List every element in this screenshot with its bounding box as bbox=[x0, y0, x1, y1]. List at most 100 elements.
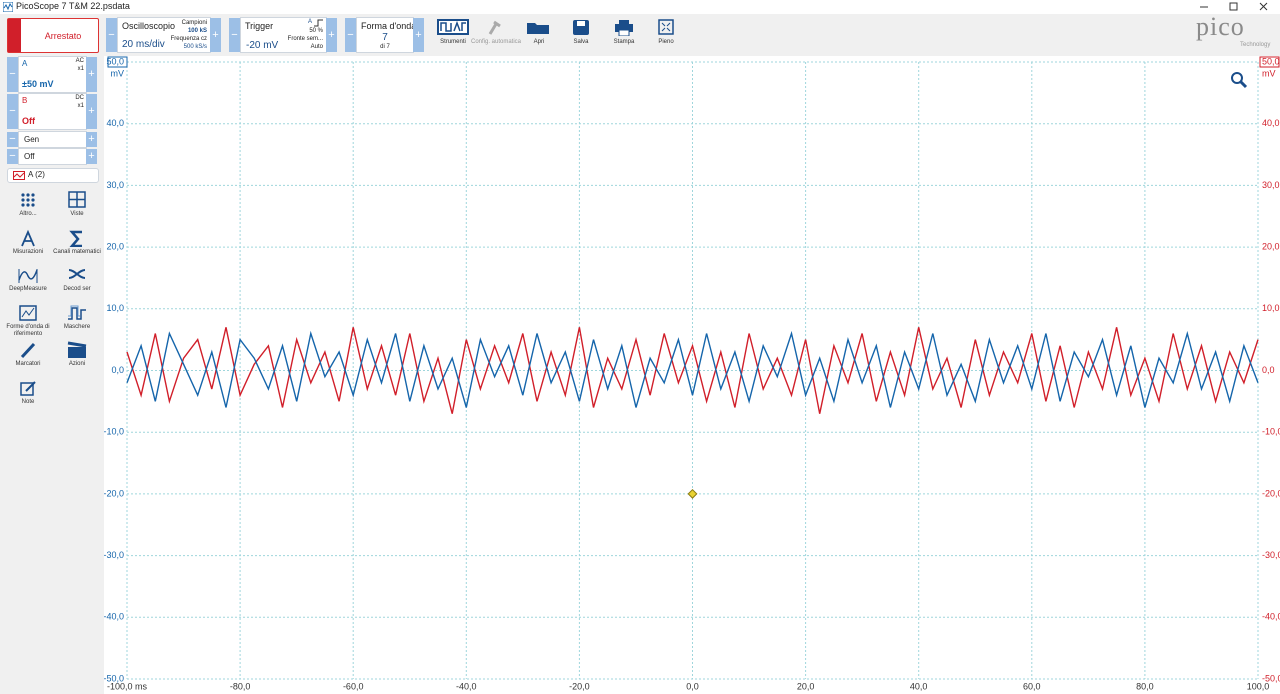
y-unit: mV bbox=[111, 68, 125, 78]
view-tab-label: A (2) bbox=[28, 170, 45, 179]
y-tick-label: -20,0 bbox=[104, 488, 124, 498]
plus-button[interactable]: + bbox=[86, 57, 97, 92]
y-tick-label: 40,0 bbox=[106, 118, 124, 128]
tool-icon bbox=[527, 23, 549, 34]
tool-icon bbox=[488, 20, 501, 35]
channel-coupling: DC bbox=[75, 95, 84, 101]
tool-icon bbox=[21, 193, 35, 207]
x-tick-label: 40,0 bbox=[910, 681, 928, 691]
tool-button[interactable]: Canali matematici bbox=[53, 248, 101, 255]
minus-button[interactable]: − bbox=[229, 18, 240, 52]
tool-button[interactable]: Note bbox=[21, 398, 35, 405]
trigger-type[interactable]: Fronte sem... bbox=[287, 36, 323, 42]
tool-button[interactable]: Stampa bbox=[613, 39, 635, 45]
sidebar: − A AC x1 ±50 mV + − B DC x1 Off + − Gen… bbox=[0, 56, 104, 694]
trigger-position[interactable]: 50 % bbox=[309, 28, 323, 34]
channel-probe: x1 bbox=[77, 66, 84, 72]
minus-button[interactable]: − bbox=[7, 149, 18, 164]
trigger-mode[interactable]: Auto bbox=[310, 44, 323, 50]
y-tick-label: 20,0 bbox=[106, 241, 124, 251]
oscilloscope-view[interactable]: -100,0 ms -80,0 -60,0 -40,0 -20,0 0,0 20,0 40,0… bbox=[104, 56, 1280, 694]
waveform-total: di 7 bbox=[380, 44, 390, 50]
y2-tick-label: -50,0 bbox=[1262, 673, 1280, 683]
tool-button[interactable]: Apri bbox=[533, 39, 545, 45]
generator-state-label: Off bbox=[24, 152, 35, 161]
y2-tick-label: 40,0 bbox=[1262, 118, 1280, 128]
edge-icon bbox=[314, 19, 323, 27]
channel-a[interactable]: A AC x1 ±50 mV bbox=[18, 56, 87, 93]
y2-unit: mV bbox=[1262, 68, 1276, 78]
plus-button[interactable]: + bbox=[86, 132, 97, 147]
y2-tick-label: 0,0 bbox=[1262, 365, 1275, 375]
plus-button[interactable]: + bbox=[413, 18, 424, 52]
tool-icon bbox=[20, 380, 36, 396]
channel-b[interactable]: B DC x1 Off bbox=[18, 93, 87, 130]
waveform-label: Forma d'onda bbox=[361, 21, 417, 31]
tool-button[interactable]: Forme d'onda di riferimento bbox=[6, 323, 50, 337]
waveform bbox=[126, 330, 1259, 408]
plus-button[interactable]: + bbox=[326, 18, 337, 52]
tool-icon bbox=[68, 305, 86, 320]
tool-button[interactable]: Maschere bbox=[63, 323, 91, 330]
tool-icon bbox=[21, 229, 35, 246]
tool-button[interactable]: Viste bbox=[70, 211, 84, 217]
minus-button[interactable]: − bbox=[7, 94, 18, 129]
minus-button[interactable]: − bbox=[7, 57, 18, 92]
view-tab[interactable]: A (2) bbox=[7, 168, 99, 183]
plus-button[interactable]: + bbox=[210, 18, 221, 52]
timebase[interactable]: 20 ms/div bbox=[122, 39, 165, 50]
scope-panel: Oscilloscopio 20 ms/div Campioni 100 kS … bbox=[117, 17, 211, 53]
title-bar: PicoScope 7 T&M 22.psdata bbox=[0, 0, 1280, 14]
tool-button[interactable]: Salva bbox=[573, 39, 589, 45]
window-controls[interactable] bbox=[1190, 0, 1280, 14]
run-button[interactable]: Arrestato bbox=[7, 18, 99, 53]
samples[interactable]: 100 kS bbox=[187, 28, 207, 34]
trigger-channel[interactable]: A bbox=[307, 19, 312, 25]
channel-range: ±50 mV bbox=[22, 79, 54, 89]
tool-button[interactable]: Decod ser bbox=[63, 286, 91, 292]
y2-tick-label: 20,0 bbox=[1262, 241, 1280, 251]
app-icon bbox=[3, 2, 13, 12]
x-tick-label: 80,0 bbox=[1136, 681, 1154, 691]
scope-label: Oscilloscopio bbox=[122, 21, 176, 31]
tool-button[interactable]: Altro... bbox=[19, 211, 37, 217]
generator[interactable]: Gen bbox=[18, 131, 87, 148]
tool-icon bbox=[67, 341, 87, 358]
zoom-icon[interactable] bbox=[1231, 72, 1248, 89]
channel-range: Off bbox=[22, 116, 35, 126]
channel-name: A bbox=[22, 59, 28, 68]
y-tick-label: 10,0 bbox=[106, 303, 124, 313]
y-tick-label: 30,0 bbox=[106, 180, 124, 190]
axis-marker bbox=[1259, 56, 1280, 68]
run-label: Arrestato bbox=[44, 31, 82, 41]
rate[interactable]: 500 kS/s bbox=[183, 44, 207, 50]
tool-button: Config. automatica bbox=[470, 39, 522, 45]
samples-label: Campioni bbox=[181, 20, 207, 26]
minus-button[interactable]: − bbox=[106, 18, 117, 52]
generator-state[interactable]: Off bbox=[18, 148, 87, 165]
tool-button[interactable]: Pieno bbox=[658, 39, 674, 45]
y-tick-label: 50,0 bbox=[106, 56, 124, 66]
tool-icon bbox=[19, 304, 37, 321]
x-tick-label: 60,0 bbox=[1023, 681, 1041, 691]
trigger-level[interactable]: -20 mV bbox=[246, 40, 279, 51]
tool-icon bbox=[573, 20, 589, 35]
plus-button[interactable]: + bbox=[86, 94, 97, 129]
tool-button[interactable]: Marcatori bbox=[15, 361, 41, 367]
minus-button[interactable]: − bbox=[345, 18, 356, 52]
minus-button[interactable]: − bbox=[7, 132, 18, 147]
tool-icon bbox=[20, 342, 36, 359]
window-title: PicoScope 7 T&M 22.psdata bbox=[16, 1, 130, 11]
tool-button[interactable]: Misurazioni bbox=[12, 248, 44, 255]
x-tick-label: 20,0 bbox=[797, 681, 815, 691]
tool-button[interactable]: Strumenti bbox=[440, 39, 466, 45]
x-tick-label: -100,0 ms bbox=[107, 681, 148, 691]
x-tick-label: -60,0 bbox=[343, 681, 364, 691]
y-tick-label: 0,0 bbox=[111, 365, 124, 375]
plus-button[interactable]: + bbox=[86, 149, 97, 164]
tool-icon bbox=[658, 19, 674, 35]
tool-button[interactable]: DeepMeasure bbox=[9, 286, 47, 292]
waveform-current[interactable]: 7 bbox=[382, 32, 388, 43]
y2-tick-label: -30,0 bbox=[1262, 550, 1280, 560]
tool-button[interactable]: Azioni bbox=[68, 361, 86, 367]
